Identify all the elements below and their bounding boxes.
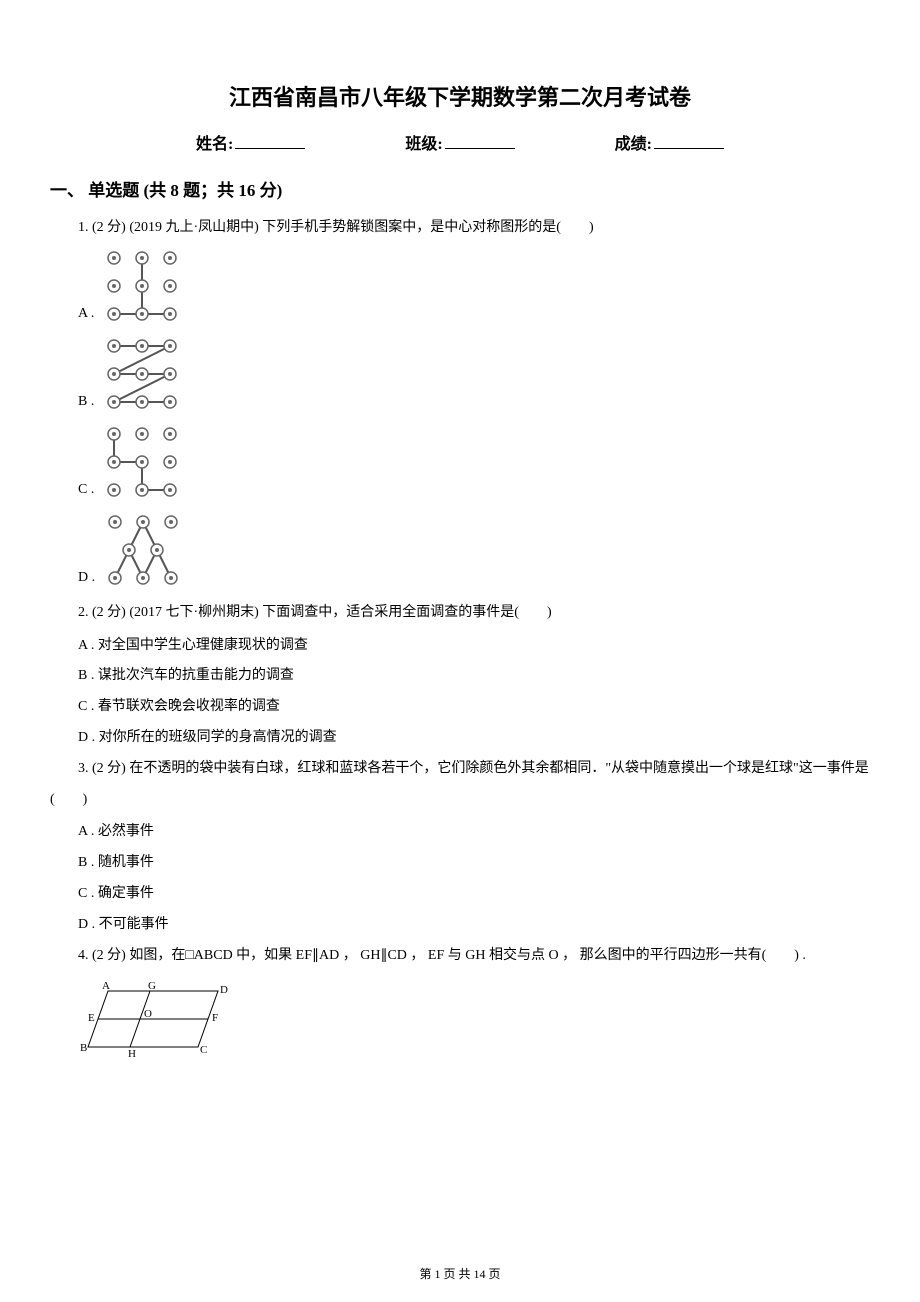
class-blank: [445, 148, 515, 149]
q2-option-b: B . 谋批次汽车的抗重击能力的调查: [78, 661, 870, 692]
label-A: A: [102, 980, 110, 992]
label-H: H: [128, 1048, 136, 1059]
q1-option-c: C .: [78, 422, 870, 502]
section-header: 一、 单选题 (共 8 题；共 16 分): [50, 176, 870, 201]
question-4: 4. (2 分) 如图，在□ABCD 中，如果 EF∥AD ， GH∥CD ， …: [50, 941, 870, 972]
q2-option-d: D . 对你所在的班级同学的身高情况的调查: [78, 723, 870, 754]
question-3: 3. (2 分) 在不透明的袋中装有白球，红球和蓝球各若干个，它们除颜色外其余都…: [50, 754, 870, 816]
q3-option-d: D . 不可能事件: [78, 910, 870, 941]
score-label: 成绩:: [615, 130, 652, 154]
label-D: D: [220, 984, 228, 996]
q1-option-d-label: D .: [78, 570, 95, 590]
page-title: 江西省南昌市八年级下学期数学第二次月考试卷: [50, 80, 870, 112]
score-field: 成绩:: [615, 130, 724, 154]
name-field: 姓名:: [196, 130, 305, 154]
q1-option-b: B .: [78, 334, 870, 414]
q3-option-c: C . 确定事件: [78, 879, 870, 910]
label-C: C: [200, 1044, 207, 1056]
label-O: O: [144, 1008, 152, 1020]
pattern-c-icon: [102, 422, 182, 502]
label-E: E: [88, 1012, 95, 1024]
parallelogram-diagram: A G D E O F B H C: [78, 979, 238, 1059]
label-F: F: [212, 1012, 218, 1024]
q3-option-b: B . 随机事件: [78, 848, 870, 879]
question-1: 1. (2 分) (2019 九上·凤山期中) 下列手机手势解锁图案中，是中心对…: [50, 213, 870, 244]
pattern-d-icon: [103, 510, 183, 590]
page-footer: 第 1 页 共 14 页: [0, 1265, 920, 1282]
name-label: 姓名:: [196, 130, 233, 154]
score-blank: [654, 148, 724, 149]
question-2: 2. (2 分) (2017 七下·柳州期末) 下面调查中，适合采用全面调查的事…: [50, 598, 870, 629]
q1-option-d: D .: [78, 510, 870, 590]
name-blank: [235, 148, 305, 149]
q2-option-c: C . 春节联欢会晚会收视率的调查: [78, 692, 870, 723]
class-field: 班级:: [405, 130, 514, 154]
label-B: B: [80, 1042, 87, 1054]
info-row: 姓名: 班级: 成绩:: [50, 130, 870, 154]
class-label: 班级:: [405, 130, 442, 154]
q3-option-a: A . 必然事件: [78, 817, 870, 848]
q1-option-a-label: A .: [78, 306, 94, 326]
q1-option-b-label: B .: [78, 394, 94, 414]
q1-option-a: A .: [78, 246, 870, 326]
pattern-a-icon: [102, 246, 182, 326]
pattern-b-icon: [102, 334, 182, 414]
label-G: G: [148, 980, 156, 992]
q1-option-c-label: C .: [78, 482, 94, 502]
q2-option-a: A . 对全国中学生心理健康现状的调查: [78, 631, 870, 662]
